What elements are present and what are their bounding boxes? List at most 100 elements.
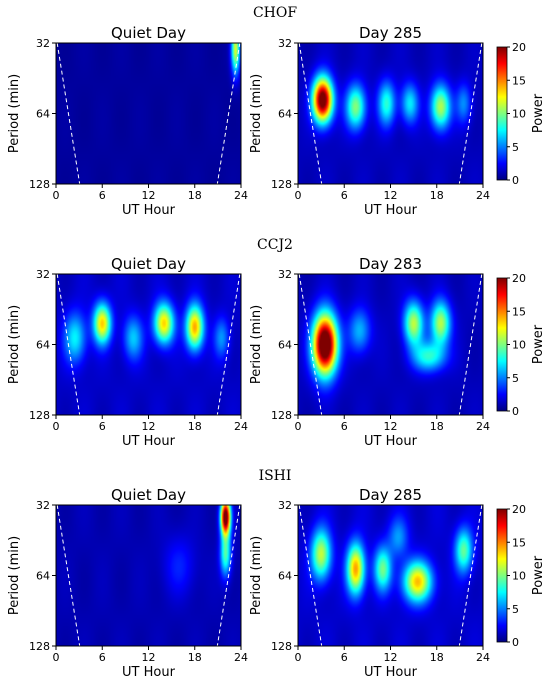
x-tick-label: 24 [476,189,490,202]
x-axis-label: UT Hour [122,203,176,218]
x-tick-label: 6 [341,189,348,202]
y-tick-label: 64 [36,339,50,352]
y-tick-label: 32 [36,499,50,512]
heatmap-image [298,505,483,646]
colorbar-tick-label: 0 [512,174,519,187]
x-axis-label: UT Hour [122,434,176,449]
coi-left-line [56,273,81,416]
x-tick-label: 6 [99,651,106,664]
colorbar-tick-label: 10 [512,108,526,121]
coi-left-line [56,504,81,647]
y-tick-label: 128 [29,409,50,422]
y-axis-label: Period (min) [7,305,22,384]
y-tick-label: 32 [278,268,292,281]
heatmap-image [56,505,241,646]
panel-ccj2-quiet-day: Quiet Day 0 6 12 18 24 UT Hour 32 64 128 Period (m… [7,255,248,449]
coi-left-line [298,504,323,647]
panel-chof-day-285: Day 285 0 6 12 18 24 UT Hour 32 64 128 Period (min… [249,24,546,218]
heatmap-image [298,43,483,184]
y-axis-label: Period (min) [249,536,264,615]
colorbar-tick-label: 15 [512,536,526,549]
colorbar-tick-label: 15 [512,74,526,87]
y-tick-label: 128 [271,640,292,653]
x-tick-label: 18 [430,651,444,664]
colorbar-tick-label: 5 [512,372,519,385]
colorbar-label: Power [531,324,546,364]
x-tick-label: 0 [295,420,302,433]
colorbar-label: Power [531,555,546,595]
x-tick-label: 12 [384,651,398,664]
x-tick-label: 24 [234,189,248,202]
colorbar-label: Power [531,93,546,133]
y-tick-label: 64 [278,108,292,121]
x-tick-label: 18 [188,651,202,664]
panel-title: Quiet Day [111,486,186,504]
colorbar [496,46,508,181]
heatmap-image [56,274,241,415]
colorbar-tick-label: 20 [512,41,526,54]
panel-title: Day 283 [359,255,422,273]
x-tick-label: 18 [430,420,444,433]
x-axis-label: UT Hour [364,434,418,449]
colorbar-tick-label: 0 [512,405,519,418]
coi-left-line [56,42,81,185]
y-tick-label: 64 [278,339,292,352]
heatmap-image [298,274,483,415]
x-tick-label: 12 [384,420,398,433]
y-tick-label: 64 [278,570,292,583]
panel-ccj2-day-283: Day 283 0 6 12 18 24 UT Hour 32 64 128 Period (min… [249,255,546,449]
y-tick-label: 64 [36,108,50,121]
x-tick-label: 12 [142,189,156,202]
panel-chof-quiet-day: Quiet Day 0 6 12 18 24 UT Hour 32 64 128 Period (m… [7,24,248,218]
x-tick-label: 0 [53,651,60,664]
colorbar-tick-label: 10 [512,570,526,583]
x-tick-label: 18 [188,189,202,202]
x-tick-label: 0 [53,189,60,202]
x-tick-label: 12 [142,420,156,433]
x-tick-label: 6 [341,651,348,664]
y-axis-label: Period (min) [7,74,22,153]
y-tick-label: 128 [29,640,50,653]
y-tick-label: 128 [29,178,50,191]
panel-title: Quiet Day [111,24,186,42]
coi-right-line [458,42,483,185]
coi-right-line [216,42,241,185]
colorbar-tick-label: 5 [512,603,519,616]
panel-ishi-quiet-day: Quiet Day 0 6 12 18 24 UT Hour 32 64 128 Period (m… [7,486,248,680]
x-axis-label: UT Hour [364,665,418,680]
x-tick-label: 0 [53,420,60,433]
y-tick-label: 32 [36,268,50,281]
x-axis-label: UT Hour [364,203,418,218]
x-tick-label: 24 [476,420,490,433]
panel-title: Day 285 [359,24,422,42]
x-tick-label: 24 [476,651,490,664]
x-tick-label: 12 [384,189,398,202]
station-title-ccj2: CCJ2 [257,237,293,253]
coi-left-line [298,273,323,416]
panel-title: Quiet Day [111,255,186,273]
colorbar-tick-label: 15 [512,305,526,318]
x-tick-label: 24 [234,651,248,664]
panel-ishi-day-285: Day 285 0 6 12 18 24 UT Hour 32 64 128 Period (min… [249,486,546,680]
y-tick-label: 128 [271,409,292,422]
x-tick-label: 0 [295,651,302,664]
x-tick-label: 0 [295,189,302,202]
station-title-chof: CHOF [253,5,297,21]
x-tick-label: 24 [234,420,248,433]
colorbar [496,508,508,643]
panel-title: Day 285 [359,486,422,504]
station-title-ishi: ISHI [259,468,292,484]
y-tick-label: 32 [278,37,292,50]
colorbar-tick-label: 0 [512,636,519,649]
x-axis-label: UT Hour [122,665,176,680]
colorbar [496,277,508,412]
x-tick-label: 18 [188,420,202,433]
coi-left-line [298,42,323,185]
x-tick-label: 6 [99,420,106,433]
y-tick-label: 32 [36,37,50,50]
y-axis-label: Period (min) [7,536,22,615]
x-tick-label: 6 [99,189,106,202]
y-tick-label: 128 [271,178,292,191]
colorbar-tick-label: 10 [512,339,526,352]
y-axis-label: Period (min) [249,305,264,384]
